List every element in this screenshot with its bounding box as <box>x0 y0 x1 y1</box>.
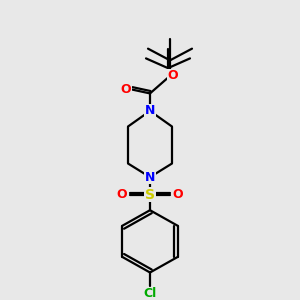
Text: S: S <box>145 188 155 202</box>
Text: Cl: Cl <box>143 287 157 300</box>
Text: N: N <box>145 104 155 117</box>
Text: O: O <box>168 69 178 82</box>
Text: O: O <box>173 188 183 201</box>
Text: O: O <box>117 188 127 201</box>
Text: O: O <box>121 83 131 96</box>
Text: N: N <box>145 171 155 184</box>
